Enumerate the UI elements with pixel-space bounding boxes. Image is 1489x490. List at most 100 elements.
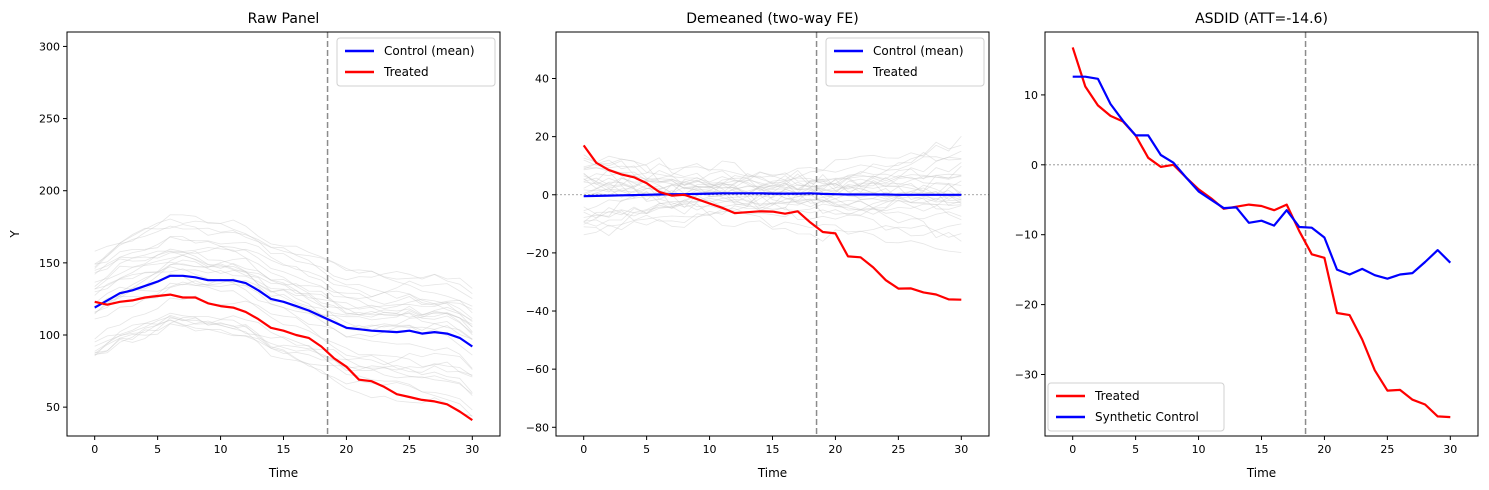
y-axis-label: Y xyxy=(8,230,22,239)
donor-lines xyxy=(94,214,473,417)
donor-line xyxy=(94,218,473,307)
donor-line xyxy=(583,171,962,195)
y-tick-label: 250 xyxy=(39,113,60,126)
y-tick-label: −30 xyxy=(1015,368,1038,381)
donor-line xyxy=(94,281,473,376)
donor-line xyxy=(583,180,962,236)
donor-line xyxy=(583,162,962,202)
x-tick-label: 20 xyxy=(828,443,842,456)
x-tick-label: 5 xyxy=(154,443,161,456)
y-tick-label: 0 xyxy=(542,189,549,202)
legend-box xyxy=(825,37,985,87)
x-tick-label: 10 xyxy=(703,443,717,456)
y-tick-label: 50 xyxy=(46,401,60,414)
x-tick-label: 20 xyxy=(1317,443,1331,456)
legend-label-control-mean: Control (mean) xyxy=(873,44,964,58)
legend-label-treated: Treated xyxy=(383,65,429,79)
x-axis-label: Time xyxy=(268,466,298,480)
y-tick-label: 200 xyxy=(39,185,60,198)
donor-line xyxy=(94,259,473,341)
panel-content: 0 5 10 15 20 25 30 −30 −20 −10 0 10 xyxy=(1015,31,1479,456)
donor-line xyxy=(94,261,473,322)
x-tick-label: 25 xyxy=(891,443,905,456)
y-tick-label: 100 xyxy=(39,329,60,342)
donor-line xyxy=(94,250,473,329)
donor-line xyxy=(94,268,473,334)
x-tick-label: 0 xyxy=(91,443,98,456)
panel-demeaned: 0 5 10 15 20 25 30 −80 −60 −40 −20 0 20 40 Demeaned (… xyxy=(526,11,990,480)
donor-line xyxy=(94,250,473,310)
donor-line xyxy=(94,295,473,378)
y-tick-label: −40 xyxy=(526,305,549,318)
x-tick-label: 15 xyxy=(766,443,780,456)
donor-line xyxy=(94,319,473,393)
y-tick-label: 150 xyxy=(39,257,60,270)
legend-label-treated: Treated xyxy=(1094,389,1140,403)
series-line-control-mean xyxy=(94,274,473,348)
donor-line xyxy=(583,200,962,224)
legend-label-treated: Treated xyxy=(872,65,918,79)
series-line-treated xyxy=(582,144,962,301)
legend-label-control-mean: Control (mean) xyxy=(384,44,475,58)
donor-line xyxy=(583,159,962,206)
panel-content: 0 5 10 15 20 25 30 50 100 150 200 250 300 xyxy=(39,31,501,456)
x-tick-label: 5 xyxy=(1132,443,1139,456)
donor-line xyxy=(583,165,962,225)
series-line-treated xyxy=(94,293,473,422)
x-tick-label: 0 xyxy=(580,443,587,456)
donor-line xyxy=(583,173,962,237)
series-line-control-mean xyxy=(583,192,962,198)
donor-line xyxy=(94,266,473,335)
legend: Treated Synthetic Control xyxy=(1047,382,1225,432)
donor-line xyxy=(94,280,473,340)
panel-title: Demeaned (two-way FE) xyxy=(686,11,858,27)
donor-line xyxy=(94,225,473,289)
y-tick-label: 20 xyxy=(535,131,549,144)
donor-line xyxy=(94,236,473,314)
donor-line xyxy=(94,245,473,333)
y-tick-label: 40 xyxy=(535,73,549,86)
donor-line xyxy=(94,255,473,328)
legend-box xyxy=(336,37,496,87)
donor-line xyxy=(94,320,473,417)
donor-line xyxy=(583,150,962,237)
panel-content: 0 5 10 15 20 25 30 −80 −60 −40 −20 0 20 40 xyxy=(526,31,990,456)
donor-line xyxy=(583,141,962,223)
donor-line xyxy=(583,158,962,242)
x-tick-label: 30 xyxy=(954,443,968,456)
x-tick-label: 15 xyxy=(1255,443,1269,456)
donor-line xyxy=(583,154,962,210)
legend: Control (mean) Treated xyxy=(825,37,985,87)
x-axis-label: Time xyxy=(1246,466,1276,480)
panel-title: Raw Panel xyxy=(248,11,320,27)
donor-line xyxy=(94,317,473,395)
donor-lines xyxy=(583,136,962,253)
donor-line xyxy=(583,166,962,192)
legend: Control (mean) Treated xyxy=(336,37,496,87)
legend-box xyxy=(1047,382,1225,432)
x-tick-label: 20 xyxy=(339,443,353,456)
x-tick-label: 10 xyxy=(214,443,228,456)
donor-line xyxy=(583,157,962,224)
x-tick-label: 15 xyxy=(277,443,291,456)
donor-line xyxy=(94,247,473,340)
donor-line xyxy=(94,235,473,299)
donor-line xyxy=(583,136,962,227)
donor-line xyxy=(94,314,473,411)
y-tick-label: −80 xyxy=(526,421,549,434)
x-tick-label: 10 xyxy=(1192,443,1206,456)
donor-line xyxy=(94,214,473,295)
donor-line xyxy=(94,316,473,396)
donor-line xyxy=(583,171,962,198)
legend-label-synthetic-control: Synthetic Control xyxy=(1095,410,1199,424)
y-tick-label: 0 xyxy=(1031,159,1038,172)
donor-line xyxy=(94,250,473,327)
donor-line xyxy=(94,319,473,370)
donor-line xyxy=(94,224,473,319)
x-tick-label: 25 xyxy=(402,443,416,456)
donor-line xyxy=(583,174,962,207)
donor-line xyxy=(94,315,473,377)
y-tick-label: −20 xyxy=(1015,299,1038,312)
